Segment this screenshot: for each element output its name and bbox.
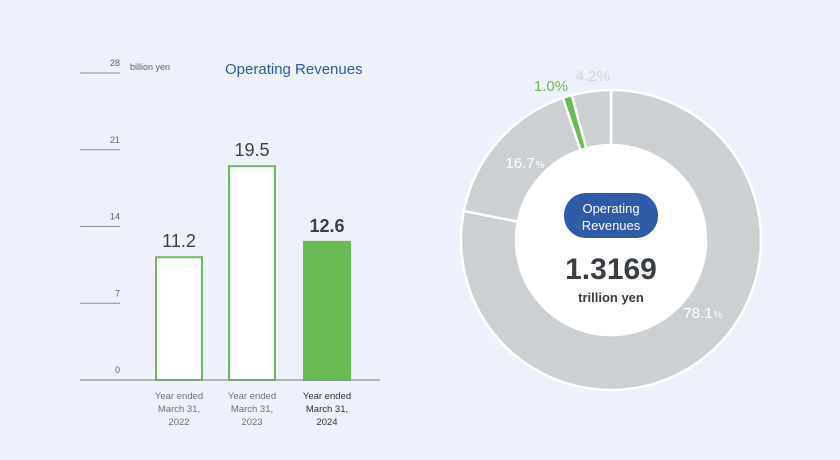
y-tick-label: 0 [115, 365, 120, 375]
bar-value-label: 19.5 [234, 140, 269, 160]
x-tick-label: March 31, [231, 404, 273, 415]
x-axis-labels: Year ended March 31, 2022 Year ended March 3… [155, 391, 351, 428]
chart-title: Operating Revenues [225, 61, 363, 78]
bar [228, 165, 276, 381]
y-tick-label: 28 [110, 58, 120, 68]
bar-value-label: 11.2 [162, 231, 196, 251]
bar-chart: billion yen Operating Revenues 07142128 … [80, 58, 380, 428]
bar [155, 256, 203, 382]
bars: 11.2 19.5 12.6 [155, 140, 351, 382]
center-value: 1.3169 [565, 253, 657, 286]
y-axis: 0 7 14 21 28 [80, 58, 120, 375]
x-tick-label: Year ended [303, 391, 351, 402]
center-badge [564, 193, 658, 238]
unit-label: billion yen [130, 62, 170, 72]
x-tick-label: 2023 [241, 417, 262, 428]
x-tick-label: March 31, [306, 404, 348, 415]
donut-slices [459, 88, 763, 392]
bar [303, 240, 351, 381]
slice-label: 4.2% [576, 68, 610, 85]
x-tick-label: 2022 [168, 417, 189, 428]
donut-slice-labels: 78.1% 16.7% 1.0% 4.2% [505, 68, 722, 322]
y-tick-label: 7 [115, 288, 120, 298]
slice-label: 78.1% [683, 305, 722, 322]
donut-chart: Operating Revenues 1.3169 trillion yen 7… [459, 68, 763, 392]
slice-label: 16.7% [505, 155, 544, 172]
y-tick-label: 21 [110, 135, 120, 145]
center-unit: trillion yen [578, 290, 644, 305]
x-tick-label: March 31, [158, 404, 200, 415]
slice-label: 1.0% [534, 78, 568, 95]
center-badge-line-2: Revenues [582, 218, 641, 233]
y-tick-label: 14 [110, 212, 120, 222]
donut-hole [516, 145, 706, 335]
center-badge-line-1: Operating [582, 201, 639, 216]
bar-value-label: 12.6 [309, 216, 344, 236]
x-tick-label: Year ended [155, 391, 203, 402]
x-tick-label: 2024 [316, 417, 337, 428]
x-tick-label: Year ended [228, 391, 276, 402]
